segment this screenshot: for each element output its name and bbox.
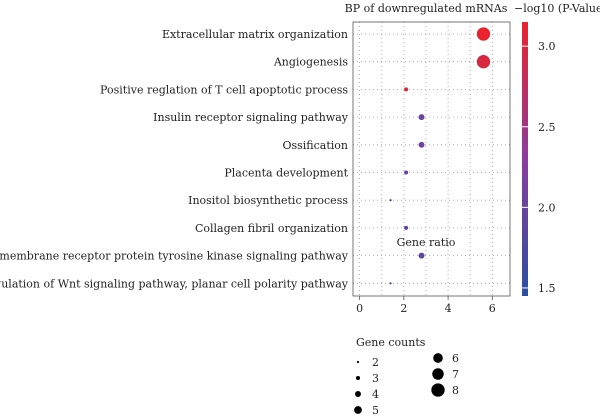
data-point xyxy=(404,225,409,230)
size-legend-label: 7 xyxy=(452,368,459,381)
category-label: Transmembrane receptor protein tyrosine … xyxy=(0,250,349,263)
x-tick-label: 6 xyxy=(489,302,496,315)
size-legend-marker xyxy=(431,383,445,397)
data-point xyxy=(404,170,409,175)
chart-title: BP of downregulated mRNAs xyxy=(345,2,508,15)
category-label: Positive reglation of T cell apoptotic p… xyxy=(100,83,348,96)
color-scale-tick-label: 1.5 xyxy=(538,282,556,295)
category-label: Ossification xyxy=(282,139,348,152)
color-legend-title: −log10 (P-Value) xyxy=(514,2,600,15)
data-point xyxy=(418,252,425,259)
category-label: Angiogenesis xyxy=(273,56,349,69)
category-label: Insulin receptor signaling pathway xyxy=(153,111,349,124)
category-label: Positive regulation of Wnt signaling pat… xyxy=(0,277,349,290)
data-point xyxy=(476,27,491,41)
x-axis-label: Gene ratio xyxy=(397,236,456,249)
size-legend-label: 3 xyxy=(372,372,379,385)
size-legend-marker xyxy=(354,406,362,414)
data-point xyxy=(418,114,425,121)
size-legend-label: 5 xyxy=(372,404,379,417)
size-legend-label: 8 xyxy=(452,384,459,397)
color-scale-tick-label: 2.0 xyxy=(538,201,556,214)
size-legend-label: 2 xyxy=(372,356,379,369)
size-legend-title: Gene counts xyxy=(356,336,426,349)
data-point xyxy=(476,55,491,69)
color-scale-tick-label: 2.5 xyxy=(538,121,556,134)
category-label: Extracellular matrix organization xyxy=(162,28,348,41)
color-scale-bar xyxy=(522,22,528,296)
size-legend-marker xyxy=(355,375,361,381)
size-legend-marker xyxy=(432,368,444,380)
data-point xyxy=(389,199,392,202)
size-legend-marker xyxy=(433,353,443,363)
category-label: Collagen fibril organization xyxy=(195,222,348,235)
category-label: Placenta development xyxy=(224,167,348,180)
data-point xyxy=(418,141,425,148)
size-legend-marker xyxy=(356,360,360,364)
x-tick-label: 0 xyxy=(356,302,363,315)
x-tick-label: 2 xyxy=(400,302,407,315)
plot-frame xyxy=(352,21,511,297)
size-legend-label: 4 xyxy=(372,388,379,401)
category-label: Inositol biosynthetic process xyxy=(188,194,348,207)
color-scale-tick-label: 3.0 xyxy=(538,40,556,53)
data-point xyxy=(404,87,409,92)
size-legend-label: 6 xyxy=(452,352,459,365)
data-point xyxy=(389,282,392,285)
x-tick-label: 4 xyxy=(445,302,452,315)
size-legend-marker xyxy=(355,391,361,397)
